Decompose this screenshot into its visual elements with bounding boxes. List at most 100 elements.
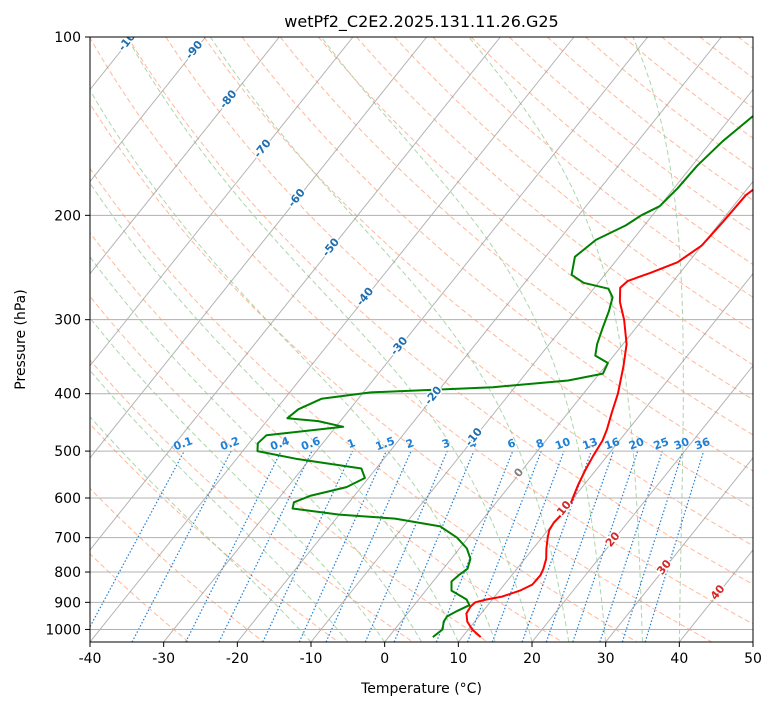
dry-adiabat — [127, 37, 753, 585]
dry-adiabat — [90, 487, 264, 642]
x-tick-label: -40 — [79, 651, 102, 667]
mixing-ratio-label: 0.4 — [269, 434, 292, 453]
moist-adiabat — [209, 37, 570, 642]
y-tick-label: 600 — [54, 491, 81, 507]
x-tick-label: 20 — [523, 651, 541, 667]
isotherm — [384, 180, 753, 642]
mixing-ratio-line — [185, 450, 282, 642]
dry-adiabat — [90, 295, 488, 642]
mixing-ratio-label: 36 — [693, 435, 712, 453]
mixing-ratio-line — [621, 450, 684, 642]
mixing-ratio-label: 30 — [672, 435, 691, 453]
dry-adiabat — [90, 167, 638, 642]
isotherm — [457, 272, 753, 642]
mixing-ratio-label: 3 — [440, 436, 452, 451]
moist-adiabat — [90, 182, 459, 642]
mixing-ratio-label: 0.6 — [299, 434, 322, 453]
y-tick-label: 500 — [54, 444, 81, 460]
x-tick-label: -30 — [152, 651, 175, 667]
x-axis-label: Temperature (°C) — [360, 681, 482, 697]
moist-adiabat — [126, 37, 533, 642]
mixing-ratio-label: 0.1 — [172, 434, 195, 453]
dry-adiabat — [623, 37, 753, 139]
isotherm — [310, 88, 753, 642]
moist-adiabat — [90, 317, 386, 642]
x-tick-label: 0 — [380, 651, 389, 667]
mixing-ratio-line — [491, 450, 565, 642]
dry-adiabat — [90, 423, 339, 642]
moist-adiabat — [320, 37, 607, 642]
isotherm — [163, 37, 649, 642]
mixing-ratio-line — [393, 450, 475, 642]
isotherm — [90, 37, 207, 183]
y-tick-label: 1000 — [45, 622, 81, 638]
mixing-ratio-line — [545, 450, 614, 642]
dry-adiabat — [356, 37, 753, 366]
mixing-ratio-label: 16 — [603, 435, 622, 453]
y-tick-label: 700 — [54, 531, 81, 547]
y-tick-label: 100 — [54, 30, 81, 46]
isotherm — [0, 37, 58, 642]
mixing-ratio-line — [298, 450, 387, 642]
mixing-ratio-label: 2 — [404, 436, 416, 451]
mixing-ratio-line — [131, 450, 232, 642]
plot-area — [0, 37, 753, 642]
mixing-ratio-label: 0.2 — [219, 434, 242, 453]
isotherm — [90, 37, 575, 642]
isotherm — [90, 37, 501, 551]
mixing-ratio-label: 4 — [467, 436, 479, 451]
x-tick-label: -10 — [300, 651, 323, 667]
isotherm — [90, 37, 354, 367]
x-tick-label: 50 — [744, 651, 762, 667]
y-tick-label: 800 — [54, 565, 81, 581]
dry-adiabat — [90, 37, 753, 625]
mixing-ratio-label: 8 — [534, 436, 546, 451]
mixing-ratio-line — [262, 450, 354, 642]
plot-frame — [89, 36, 754, 643]
isotherm — [531, 364, 753, 642]
y-tick-label: 300 — [54, 313, 81, 329]
dry-adiabat — [165, 37, 753, 547]
y-tick-label: 400 — [54, 387, 81, 403]
moist-adiabat — [90, 89, 496, 642]
x-tick-label: -20 — [226, 651, 249, 667]
dry-adiabat — [90, 103, 712, 642]
mixing-ratio-line — [572, 450, 639, 642]
dry-adiabat — [547, 37, 753, 202]
x-tick-label: 10 — [449, 651, 467, 667]
dewpoint-line — [256, 114, 753, 638]
dry-adiabat — [432, 37, 753, 298]
dry-adiabat — [318, 37, 753, 401]
isotherm — [90, 37, 280, 275]
mixing-ratio-label: 10 — [553, 435, 572, 453]
dry-adiabat — [90, 231, 563, 642]
moist-adiabat — [468, 37, 643, 642]
mixing-ratio-label: 25 — [652, 435, 671, 452]
mixing-ratio-line — [466, 450, 542, 642]
isotherm — [678, 549, 753, 642]
dry-adiabat — [508, 37, 753, 233]
y-tick-label: 900 — [54, 595, 81, 611]
chart-title: wetPf2_C2E2.2025.131.11.26.G25 — [284, 12, 558, 32]
y-axis-label: Pressure (hPa) — [13, 289, 29, 389]
mixing-ratio-line — [364, 450, 448, 642]
isotherm-label: -100 — [116, 24, 144, 54]
mixing-ratio-line — [218, 450, 313, 642]
mixing-ratio-label: 13 — [581, 435, 600, 452]
mixing-ratio-line — [90, 450, 185, 629]
isotherm — [605, 457, 753, 642]
y-tick-label: 200 — [54, 208, 81, 224]
moist-adiabat — [632, 37, 684, 642]
dry-adiabat — [394, 37, 753, 332]
x-tick-label: 30 — [597, 651, 615, 667]
dry-adiabat — [470, 37, 753, 266]
isotherm — [90, 37, 428, 459]
dry-adiabat — [585, 37, 753, 170]
moist-adiabat — [90, 256, 422, 642]
mixing-ratio-label: 1 — [346, 436, 358, 451]
mixing-ratio-line — [435, 450, 514, 642]
dry-adiabat — [737, 37, 753, 50]
isotherm — [752, 641, 753, 642]
mixing-ratio-label: 6 — [506, 436, 518, 451]
